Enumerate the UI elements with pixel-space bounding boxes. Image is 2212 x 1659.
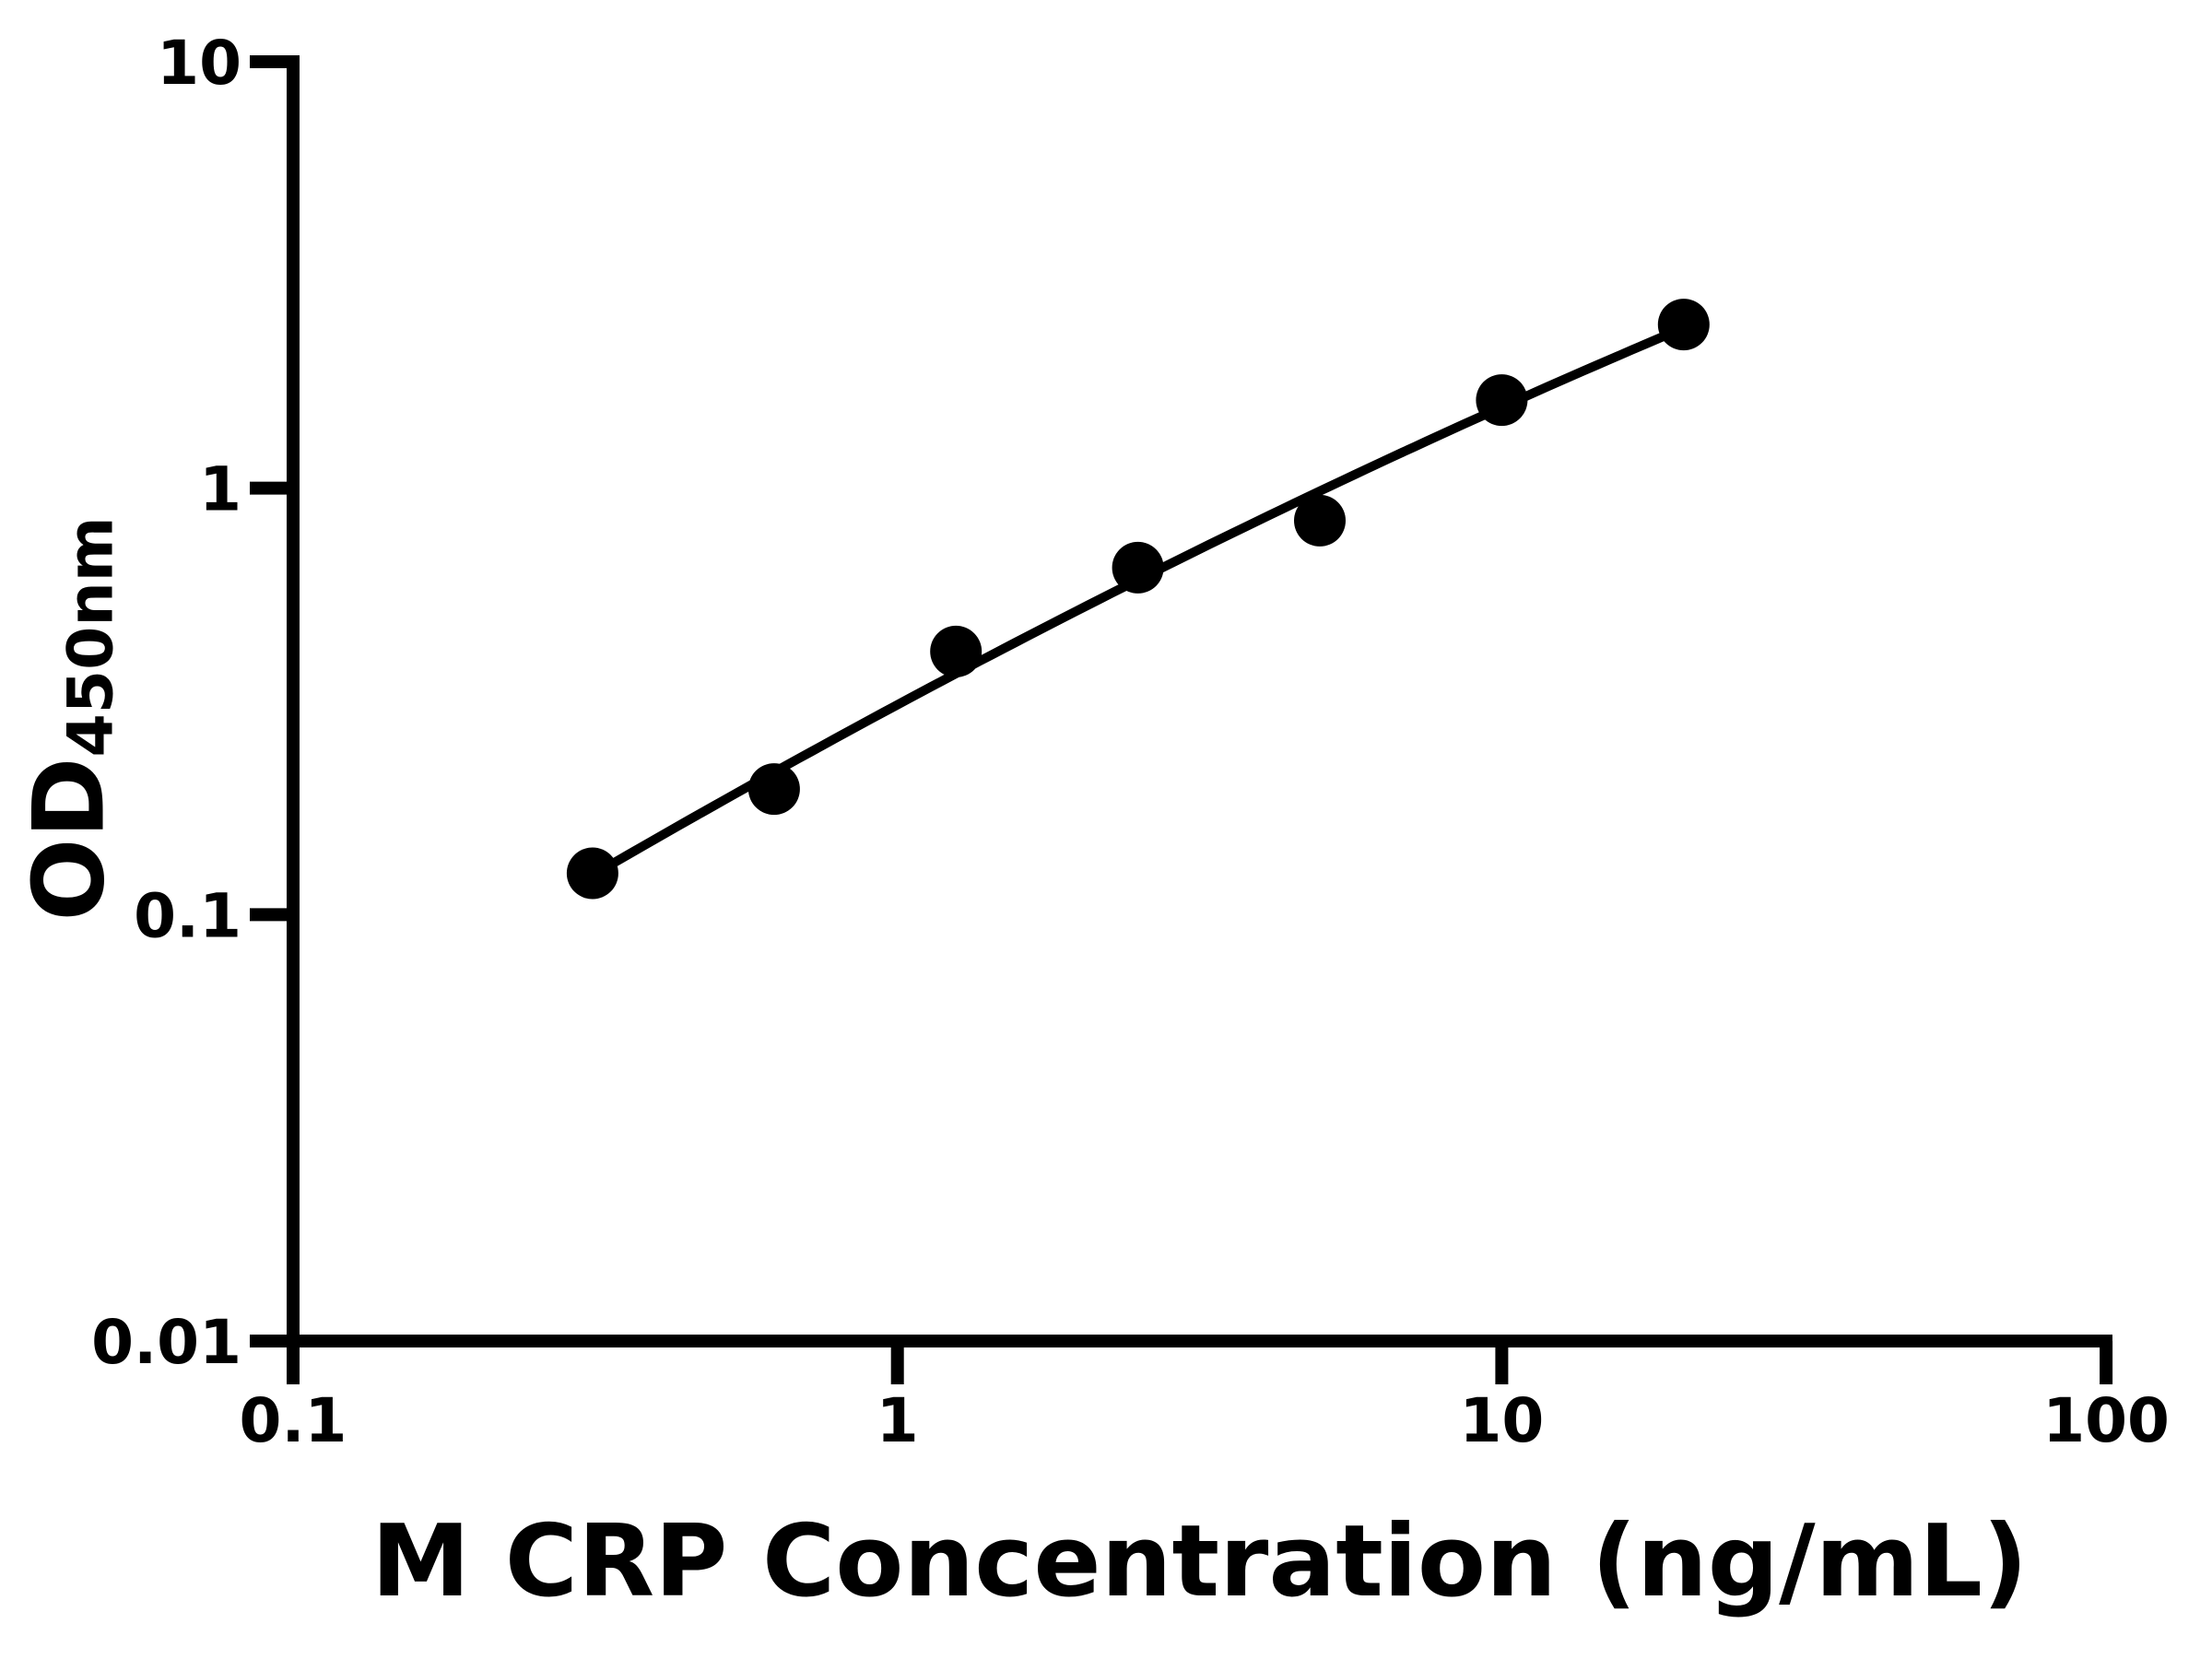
data-point-2 (930, 625, 982, 677)
x-tick-label-10: 10 (1459, 1385, 1544, 1456)
y-tick-label-0.1: 0.1 (134, 880, 241, 951)
y-axis-title-main: OD (12, 757, 126, 922)
y-axis-title-subscript: 450nm (54, 516, 128, 758)
y-tick-label-0.01: 0.01 (91, 1307, 241, 1378)
data-point-4 (1294, 494, 1346, 547)
x-axis-title: M CRP Concentration (ng/mL) (371, 1504, 2029, 1619)
y-tick-label-10: 10 (157, 28, 241, 99)
data-point-3 (1112, 541, 1164, 594)
y-axis-title: OD450nm (13, 516, 128, 921)
x-tick-label-1: 1 (877, 1385, 919, 1456)
data-point-6 (1657, 299, 1710, 351)
x-tick-label-100: 100 (2042, 1385, 2170, 1456)
y-tick-label-1: 1 (199, 454, 241, 525)
data-point-5 (1476, 374, 1528, 427)
x-tick-label-0.1: 0.1 (240, 1385, 347, 1456)
data-point-0 (566, 847, 618, 900)
data-point-1 (747, 763, 800, 816)
